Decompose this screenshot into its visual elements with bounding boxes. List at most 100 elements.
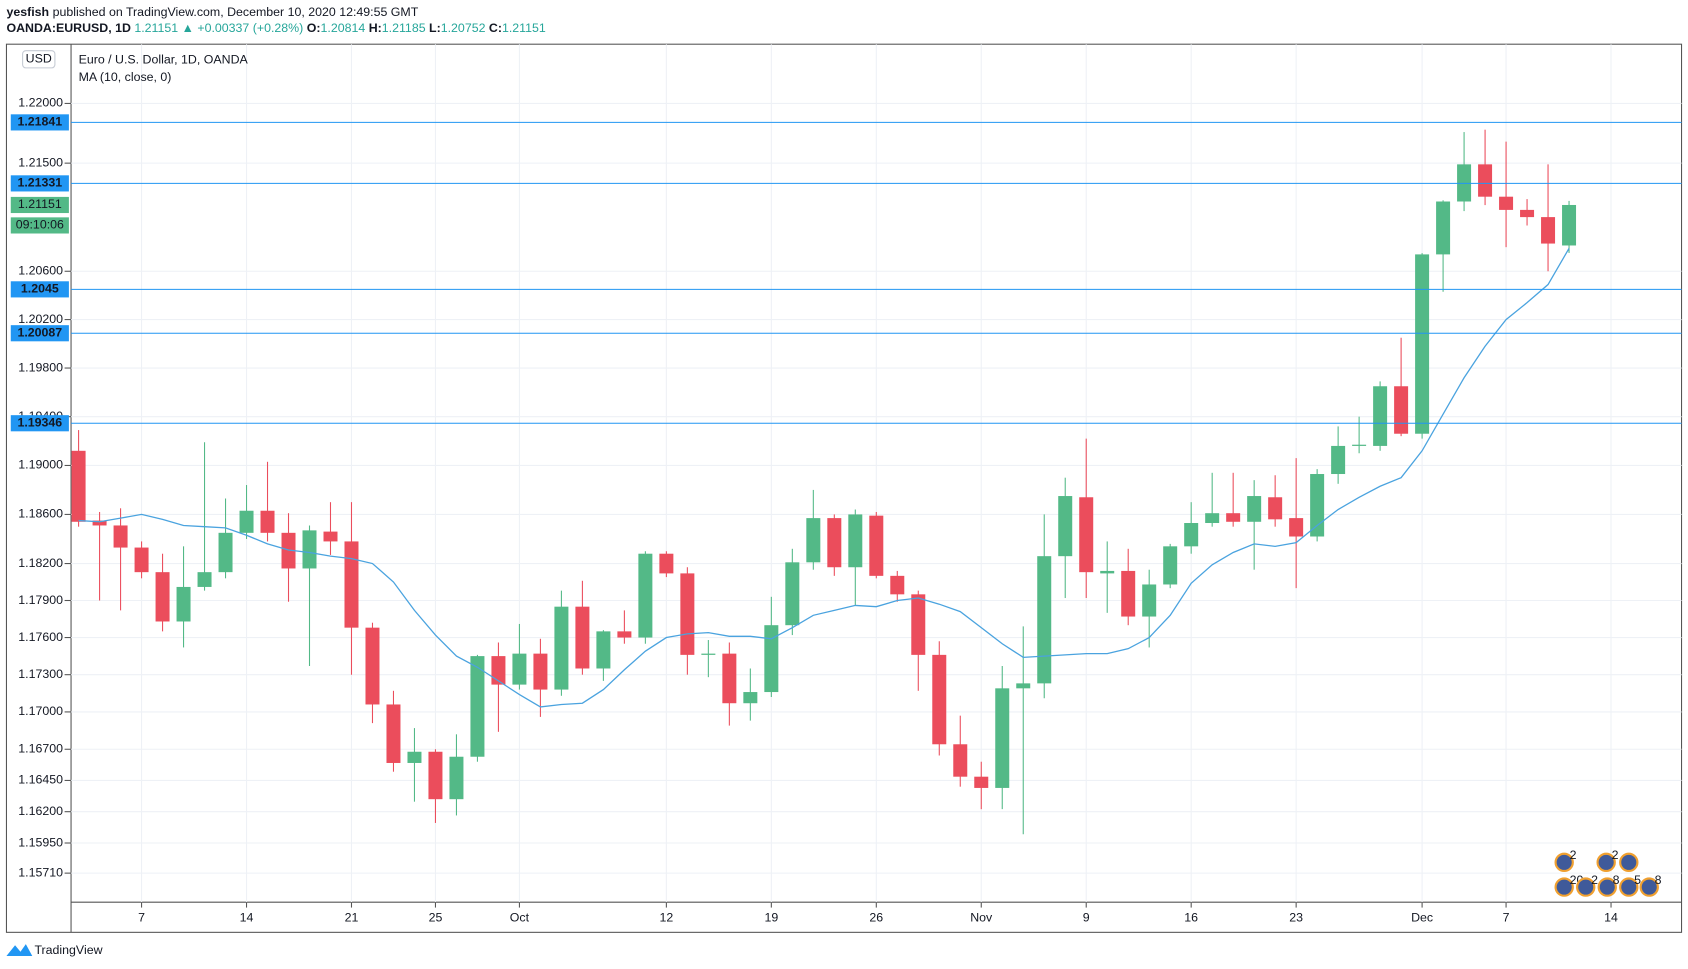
candle-body: [302, 530, 317, 569]
candle-body: [449, 756, 464, 800]
event-icon: [1639, 877, 1659, 897]
y-tick-label: 1.15950: [18, 835, 63, 849]
plot: 2 220 2 8 5 8: [71, 121, 1682, 897]
y-tick-label: 1.16200: [18, 804, 63, 818]
candle-body: [491, 656, 506, 685]
candle-body: [1352, 444, 1367, 446]
countdown: 09:10:06: [16, 218, 64, 232]
x-tick-label: 7: [138, 911, 145, 925]
candle-body: [1163, 546, 1178, 585]
instrument-legend: Euro / U.S. Dollar, 1D, OANDA: [79, 53, 249, 67]
x-tick-label: 12: [659, 911, 673, 925]
candle-body: [890, 575, 905, 595]
candle-body: [407, 751, 422, 763]
candle-body: [218, 532, 233, 573]
event-count: 8: [1613, 873, 1620, 887]
level-label: 1.2045: [21, 282, 59, 296]
chart-frame: [5, 43, 1683, 933]
x-tick-label: 21: [345, 911, 359, 925]
y-tick-label: 1.18600: [18, 507, 63, 521]
ohlc-key: H:: [369, 21, 382, 35]
candle-body: [1247, 496, 1262, 522]
y-tick-label: 1.15710: [18, 865, 63, 879]
candle-body: [953, 744, 968, 777]
level-label-box: [10, 325, 69, 342]
y-tick-label: 1.19800: [18, 360, 63, 374]
event-icon: [1619, 877, 1639, 897]
event-icon: [1596, 852, 1616, 873]
price-axis: 1.220001.215001.206001.202001.198001.194…: [10, 96, 1618, 925]
currency: USD: [26, 52, 52, 66]
candle-body: [827, 518, 842, 568]
header-line-2: OANDA:EURUSD, 1D 1.21151 ▲ +0.00337 (+0.…: [6, 21, 545, 35]
candle-body: [680, 573, 695, 655]
event-icon: [1597, 877, 1617, 897]
candle-body: [911, 594, 926, 655]
event-icon: [1554, 852, 1574, 873]
candle-body: [344, 541, 359, 628]
ohlc-key: C:: [489, 21, 502, 35]
header-line-1: yesfish published on TradingView.com, De…: [6, 5, 418, 19]
event-count: 2: [1591, 873, 1598, 887]
candle-body: [743, 692, 758, 704]
x-tick-label: 25: [429, 911, 443, 925]
event-count: 2: [1570, 848, 1577, 862]
candle-body: [239, 510, 254, 533]
candle-body: [1268, 497, 1283, 520]
candle-body: [365, 627, 380, 705]
x-tick-label: 14: [1604, 911, 1618, 925]
candle-body: [1037, 556, 1052, 684]
published: published on TradingView.com, December 1…: [53, 5, 419, 19]
event-count: 5: [1634, 873, 1641, 887]
candle-body: [470, 656, 485, 757]
candle-body: [1310, 474, 1325, 537]
x-tick-label: 14: [240, 911, 254, 925]
last-price-label: 1.21151: [18, 197, 62, 211]
candle-body: [134, 547, 149, 573]
y-tick-label: 1.17900: [18, 593, 63, 607]
symbol: OANDA:EURUSD, 1D: [6, 21, 131, 35]
logo-icon: [6, 944, 33, 957]
candle-body: [701, 653, 716, 655]
y-tick-label: 1.17300: [18, 667, 63, 681]
y-tick-label: 1.21500: [18, 155, 63, 169]
last-price: 1.21151: [134, 21, 178, 35]
moving-average: [78, 248, 1570, 708]
candle-body: [932, 654, 947, 745]
candle-body: [533, 653, 548, 690]
change: +0.00337 (+0.28%): [197, 21, 303, 35]
y-tick-label: 1.20600: [18, 264, 63, 278]
level-label: 1.21331: [17, 176, 62, 190]
change-arrow: ▲: [182, 21, 194, 35]
event-icon: [1554, 877, 1574, 897]
brand: TradingView: [34, 943, 102, 957]
y-tick-label: 1.17000: [18, 704, 63, 718]
level-label-box: [10, 415, 69, 432]
ohlc-key: O:: [307, 21, 321, 35]
level-label: 1.20087: [17, 326, 62, 340]
candle-body: [785, 562, 800, 626]
x-tick-label: 16: [1184, 911, 1198, 925]
candle-body: [1373, 386, 1388, 446]
level-label-box: [10, 175, 69, 192]
candle-body: [869, 515, 884, 576]
candle-body: [1520, 209, 1535, 218]
candle-body: [1121, 570, 1136, 617]
x-tick-label: 23: [1289, 911, 1303, 925]
candle-body: [1184, 523, 1199, 547]
candle-body: [1289, 518, 1304, 537]
candle-body: [1226, 513, 1241, 522]
grid: [71, 44, 1682, 903]
candle-body: [974, 776, 989, 788]
candle-body: [113, 525, 128, 548]
candle-body: [617, 631, 632, 638]
candle-body: [1058, 496, 1073, 557]
candle-body: [71, 450, 86, 522]
y-tick-label: 1.16450: [18, 773, 63, 787]
candle-body: [323, 531, 338, 542]
candle-body: [512, 653, 527, 685]
candle-body: [575, 606, 590, 669]
x-tick-label: Nov: [970, 911, 993, 925]
candle-body: [155, 572, 170, 622]
